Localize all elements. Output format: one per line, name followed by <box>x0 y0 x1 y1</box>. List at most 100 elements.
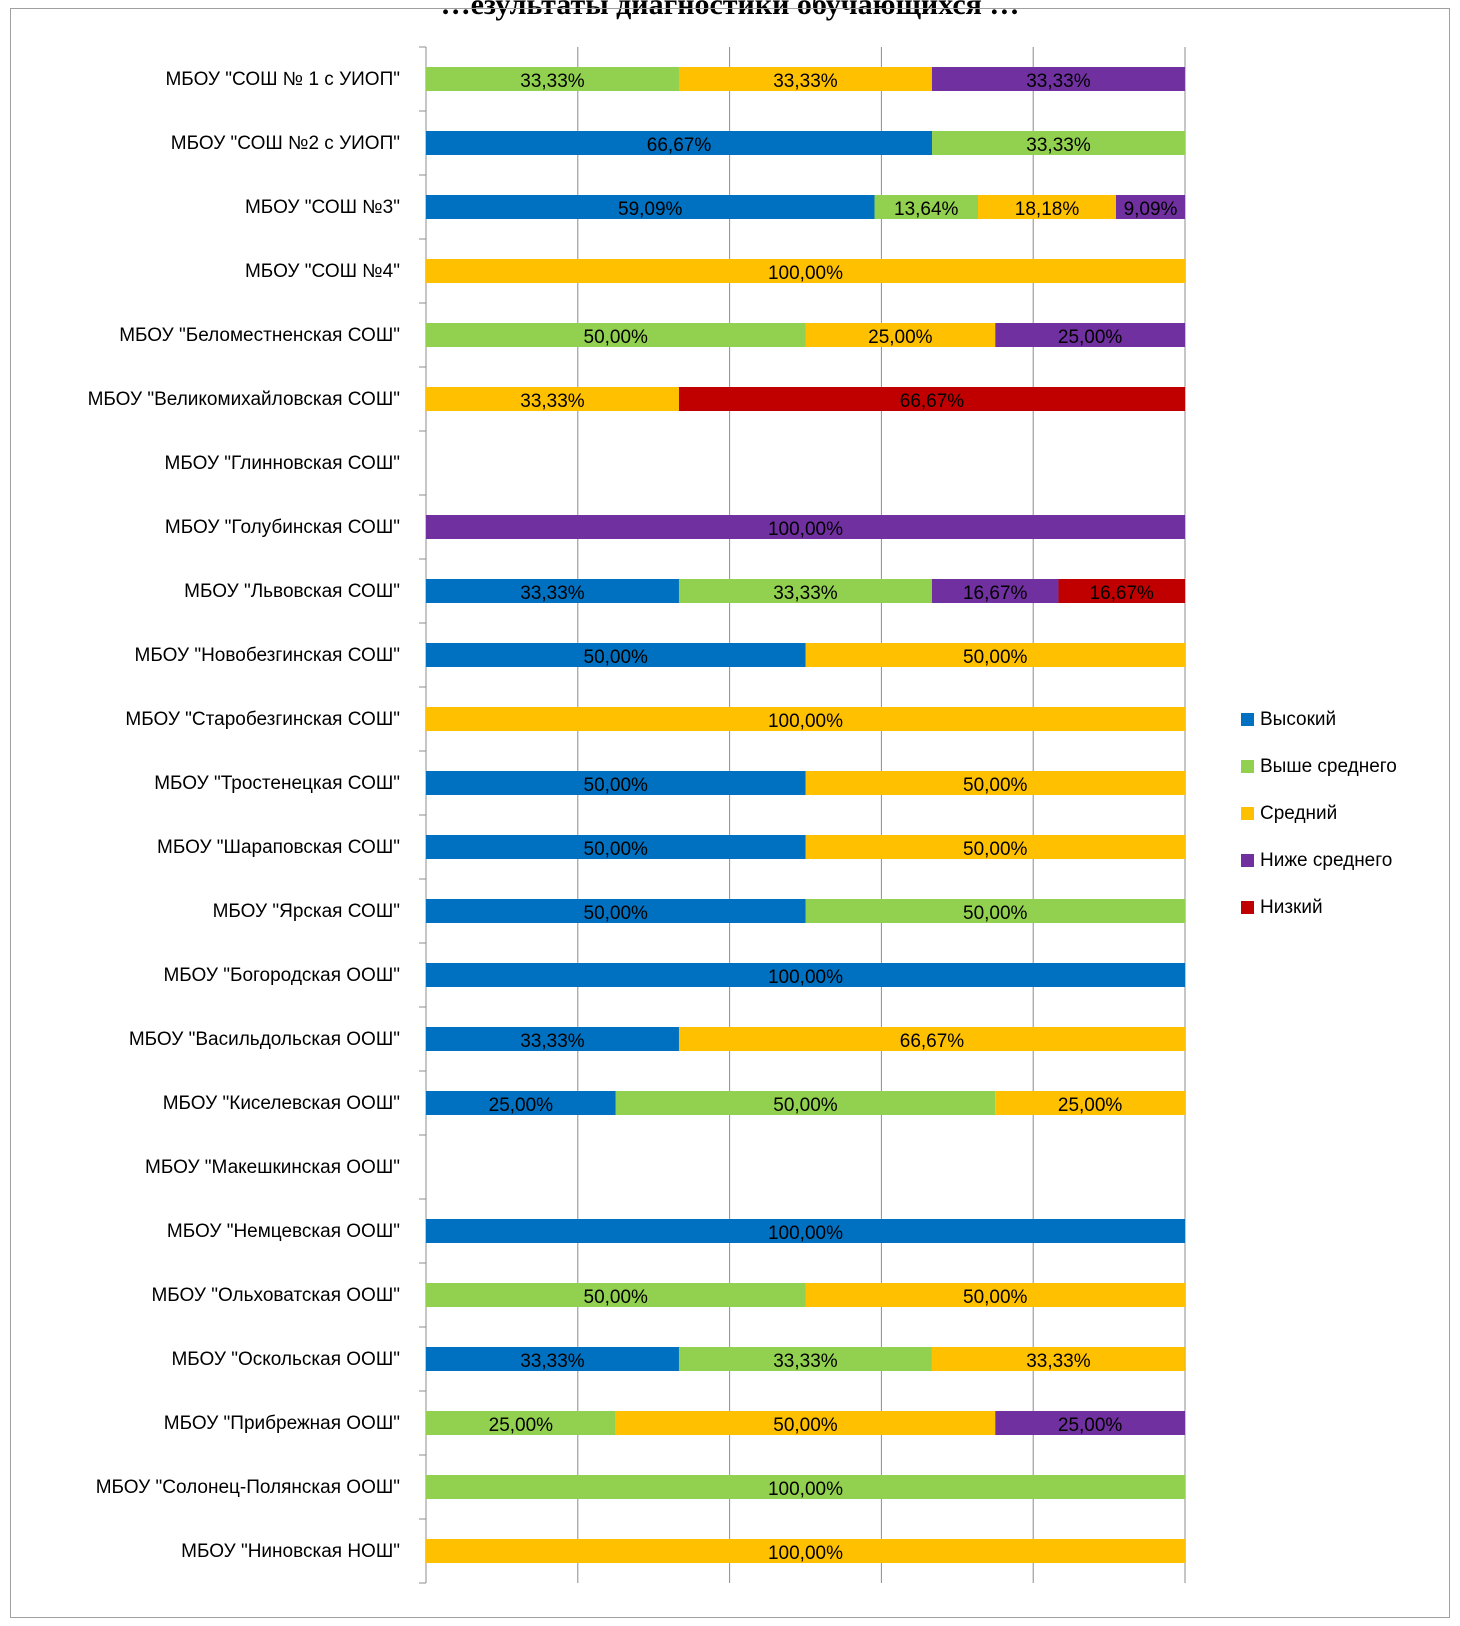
data-label: 50,00% <box>584 327 649 348</box>
category-label: МБОУ "Новобезгинская СОШ" <box>135 645 400 666</box>
bar-segment <box>678 1027 1185 1051</box>
data-label: 33,33% <box>773 71 838 92</box>
category-label: МБОУ "Ниновская НОШ" <box>181 1541 400 1562</box>
data-label: 25,00% <box>489 1415 554 1436</box>
bar-segment <box>931 1347 1185 1371</box>
bar-segment <box>426 707 1185 731</box>
bar-segment <box>426 643 806 667</box>
category-label: МБОУ "СОШ №4" <box>245 261 400 282</box>
data-label: 59,09% <box>618 199 683 220</box>
data-label: 16,67% <box>963 583 1028 604</box>
category-label: МБОУ "Голубинская СОШ" <box>165 517 400 538</box>
bar-segment <box>678 1347 932 1371</box>
data-label: 50,00% <box>584 775 649 796</box>
data-label: 50,00% <box>584 647 649 668</box>
bar-segment <box>932 131 1185 155</box>
category-label: МБОУ "Макешкинская ООШ" <box>145 1157 400 1178</box>
data-label: 100,00% <box>768 1479 843 1500</box>
category-label: МБОУ "Богородская ООШ" <box>163 965 400 986</box>
bar-segment <box>874 195 979 219</box>
legend: Высокий Выше среднего Средний Ниже среднего… <box>1241 709 1397 918</box>
data-label: 50,00% <box>773 1415 838 1436</box>
data-label: 50,00% <box>963 1287 1028 1308</box>
category-label: МБОУ "Тростенецкая СОШ" <box>154 773 400 794</box>
category-label: МБОУ "Глинновская СОШ" <box>165 453 401 474</box>
data-label: 9,09% <box>1124 199 1178 220</box>
data-label: 33,33% <box>773 1351 838 1372</box>
bar-segment <box>805 835 1185 859</box>
chart-title: …езультаты диагностики обучающихся … <box>440 0 1020 21</box>
bar-segment <box>805 643 1185 667</box>
data-label: 50,00% <box>963 903 1028 924</box>
chart-frame <box>10 8 1450 1618</box>
data-label: 18,18% <box>1015 199 1080 220</box>
data-label: 25,00% <box>489 1095 554 1116</box>
bar-segment <box>678 387 1185 411</box>
data-label: 33,33% <box>520 1031 585 1052</box>
bar-segment <box>805 323 996 347</box>
category-label: МБОУ "Ярская СОШ" <box>213 901 400 922</box>
legend-swatch <box>1241 854 1254 867</box>
bar-segment <box>426 1219 1185 1243</box>
data-label: 33,33% <box>520 71 585 92</box>
bar-segment <box>995 323 1185 347</box>
category-label: МБОУ "Львовская СОШ" <box>184 581 400 602</box>
data-label: 50,00% <box>963 647 1028 668</box>
bar-segment <box>426 387 679 411</box>
bar-segment <box>426 259 1185 283</box>
data-label: 33,33% <box>1026 71 1091 92</box>
category-label: МБОУ "Великомихайловская СОШ" <box>88 389 400 410</box>
data-label: 100,00% <box>768 1543 843 1564</box>
data-label: 25,00% <box>868 327 933 348</box>
data-label: 33,33% <box>520 391 585 412</box>
category-label: МБОУ "Васильдольская ООШ" <box>129 1029 400 1050</box>
category-label: МБОУ "Киселевская ООШ" <box>163 1093 400 1114</box>
data-label: 33,33% <box>773 583 838 604</box>
data-label: 50,00% <box>773 1095 838 1116</box>
category-label: МБОУ "СОШ № 1 с УИОП" <box>165 69 400 90</box>
category-label: МБОУ "Оскольская ООШ" <box>171 1349 400 1370</box>
bar-segment <box>615 1411 996 1435</box>
data-labels: 33,33% 33,33% 33,33% 66,67% 33,33% 59,09% 13,6… <box>489 71 1178 1564</box>
category-label: МБОУ "Старобезгинская СОШ" <box>125 709 400 730</box>
bar-segment <box>426 515 1185 539</box>
category-label: МБОУ "Шараповская СОШ" <box>157 837 400 858</box>
category-label: МБОУ "СОШ №2 с УИОП" <box>171 133 400 154</box>
data-label: 33,33% <box>520 583 585 604</box>
bar-segment <box>426 1539 1185 1563</box>
bars <box>426 67 1185 1563</box>
bar-segment <box>978 195 1117 219</box>
legend-label: Выше среднего <box>1260 756 1397 777</box>
data-label: 25,00% <box>1058 1095 1123 1116</box>
data-label: 66,67% <box>900 391 965 412</box>
data-label: 50,00% <box>963 839 1028 860</box>
bar-segment <box>426 835 806 859</box>
data-label: 50,00% <box>963 775 1028 796</box>
data-label: 33,33% <box>520 1351 585 1372</box>
bar-segment <box>426 579 679 603</box>
category-label: МБОУ "Немцевская ООШ" <box>167 1221 400 1242</box>
bar-segment <box>426 323 806 347</box>
category-label: МБОУ "Ольховатская ООШ" <box>151 1285 400 1306</box>
category-label: МБОУ "СОШ №3" <box>245 197 400 218</box>
bar-segment <box>931 67 1185 91</box>
legend-label: Ниже среднего <box>1260 850 1392 871</box>
data-label: 13,64% <box>894 199 959 220</box>
category-label: МБОУ "Прибрежная ООШ" <box>164 1413 400 1434</box>
bar-segment <box>426 899 806 923</box>
bar-segment <box>426 1475 1185 1499</box>
bar-segment <box>995 1411 1185 1435</box>
data-label: 16,67% <box>1090 583 1155 604</box>
category-label: МБОУ "Беломестненская СОШ" <box>119 325 400 346</box>
category-labels: МБОУ "СОШ № 1 с УИОП" МБОУ "СОШ №2 с УИОП… <box>88 69 400 1562</box>
bar-segment <box>426 195 875 219</box>
bar-segment <box>805 1283 1185 1307</box>
bar-segment <box>426 963 1185 987</box>
legend-swatch <box>1241 713 1254 726</box>
bar-segment <box>426 1027 679 1051</box>
legend-label: Низкий <box>1260 897 1323 918</box>
legend-swatch <box>1241 807 1254 820</box>
data-label: 33,33% <box>1026 135 1091 156</box>
bar-segment <box>615 1091 996 1115</box>
